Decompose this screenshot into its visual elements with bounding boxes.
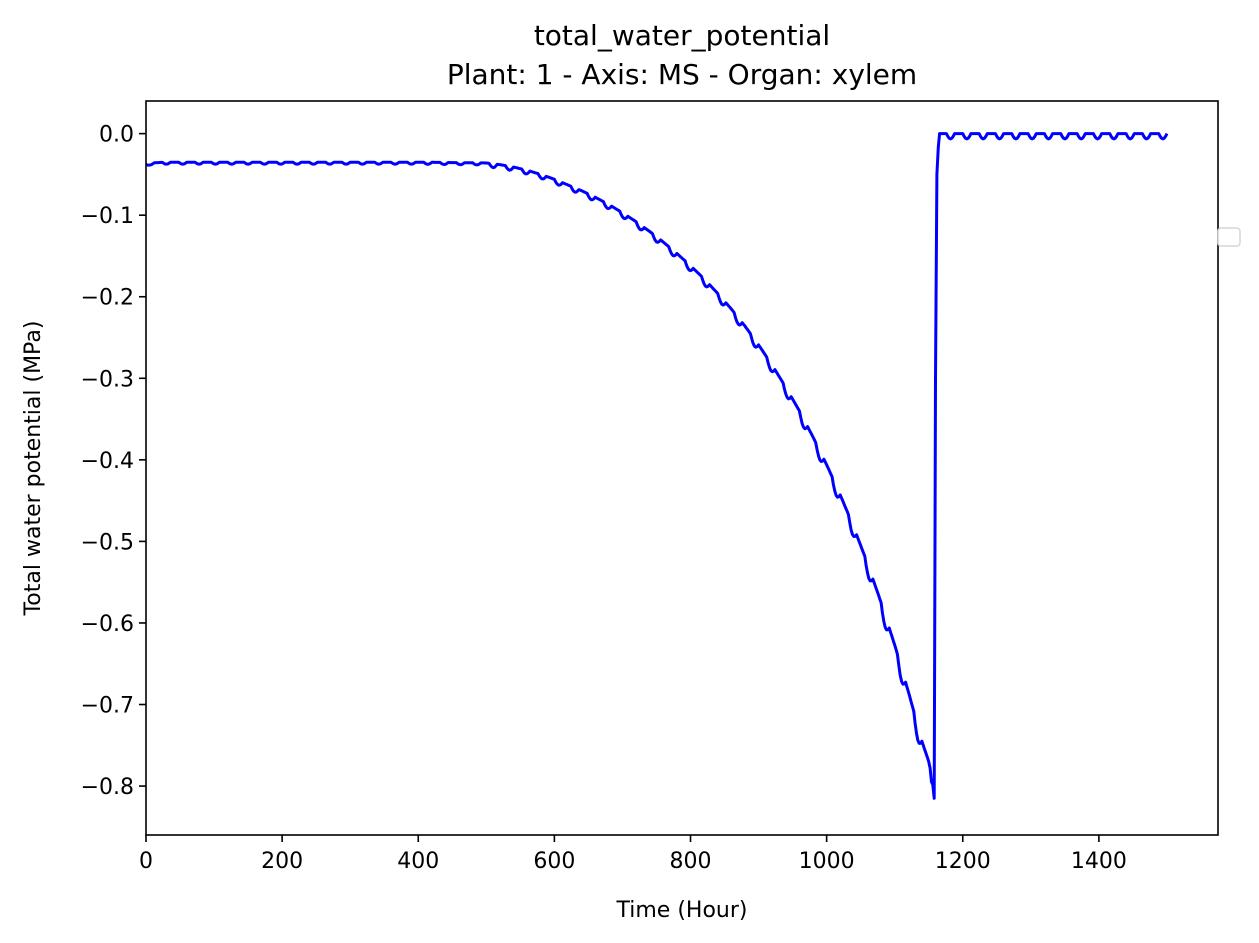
x-tick-label: 1200 [935,849,991,874]
y-tick-label: −0.6 [81,612,134,637]
y-axis-label: Total water potential (MPa) [21,321,46,617]
y-tick-label: −0.8 [81,775,134,800]
x-tick-label: 800 [670,849,712,874]
y-tick-label: −0.4 [81,449,134,474]
x-tick-label: 400 [397,849,439,874]
plot-area [145,100,1219,836]
y-tick-label: −0.1 [81,204,134,229]
series-line-0 [145,132,1169,800]
y-tick-label: −0.2 [81,286,134,311]
chart-title: total_water_potential [534,19,830,52]
x-tick-label: 1400 [1071,849,1127,874]
chart-subtitle: Plant: 1 - Axis: MS - Organ: xylem [447,58,917,91]
x-tick-label: 200 [261,849,303,874]
x-tick-label: 600 [533,849,575,874]
x-tick-label: 1000 [799,849,855,874]
x-tick-label: 0 [139,849,153,874]
y-axis: 0.0 −0.1 −0.2 −0.3 −0.4 −0.5 −0.6 −0.7 −0.8 [81,123,146,800]
y-tick-label: −0.5 [81,530,134,555]
y-tick-label: −0.3 [81,367,134,392]
axes-frame [145,100,1219,836]
x-axis: 0 200 400 600 800 1000 1200 1400 [139,835,1127,874]
x-axis-label: Time (Hour) [616,898,748,923]
y-tick-label: 0.0 [99,123,134,148]
y-tick-label: −0.7 [81,694,134,719]
legend-box [1217,227,1241,247]
